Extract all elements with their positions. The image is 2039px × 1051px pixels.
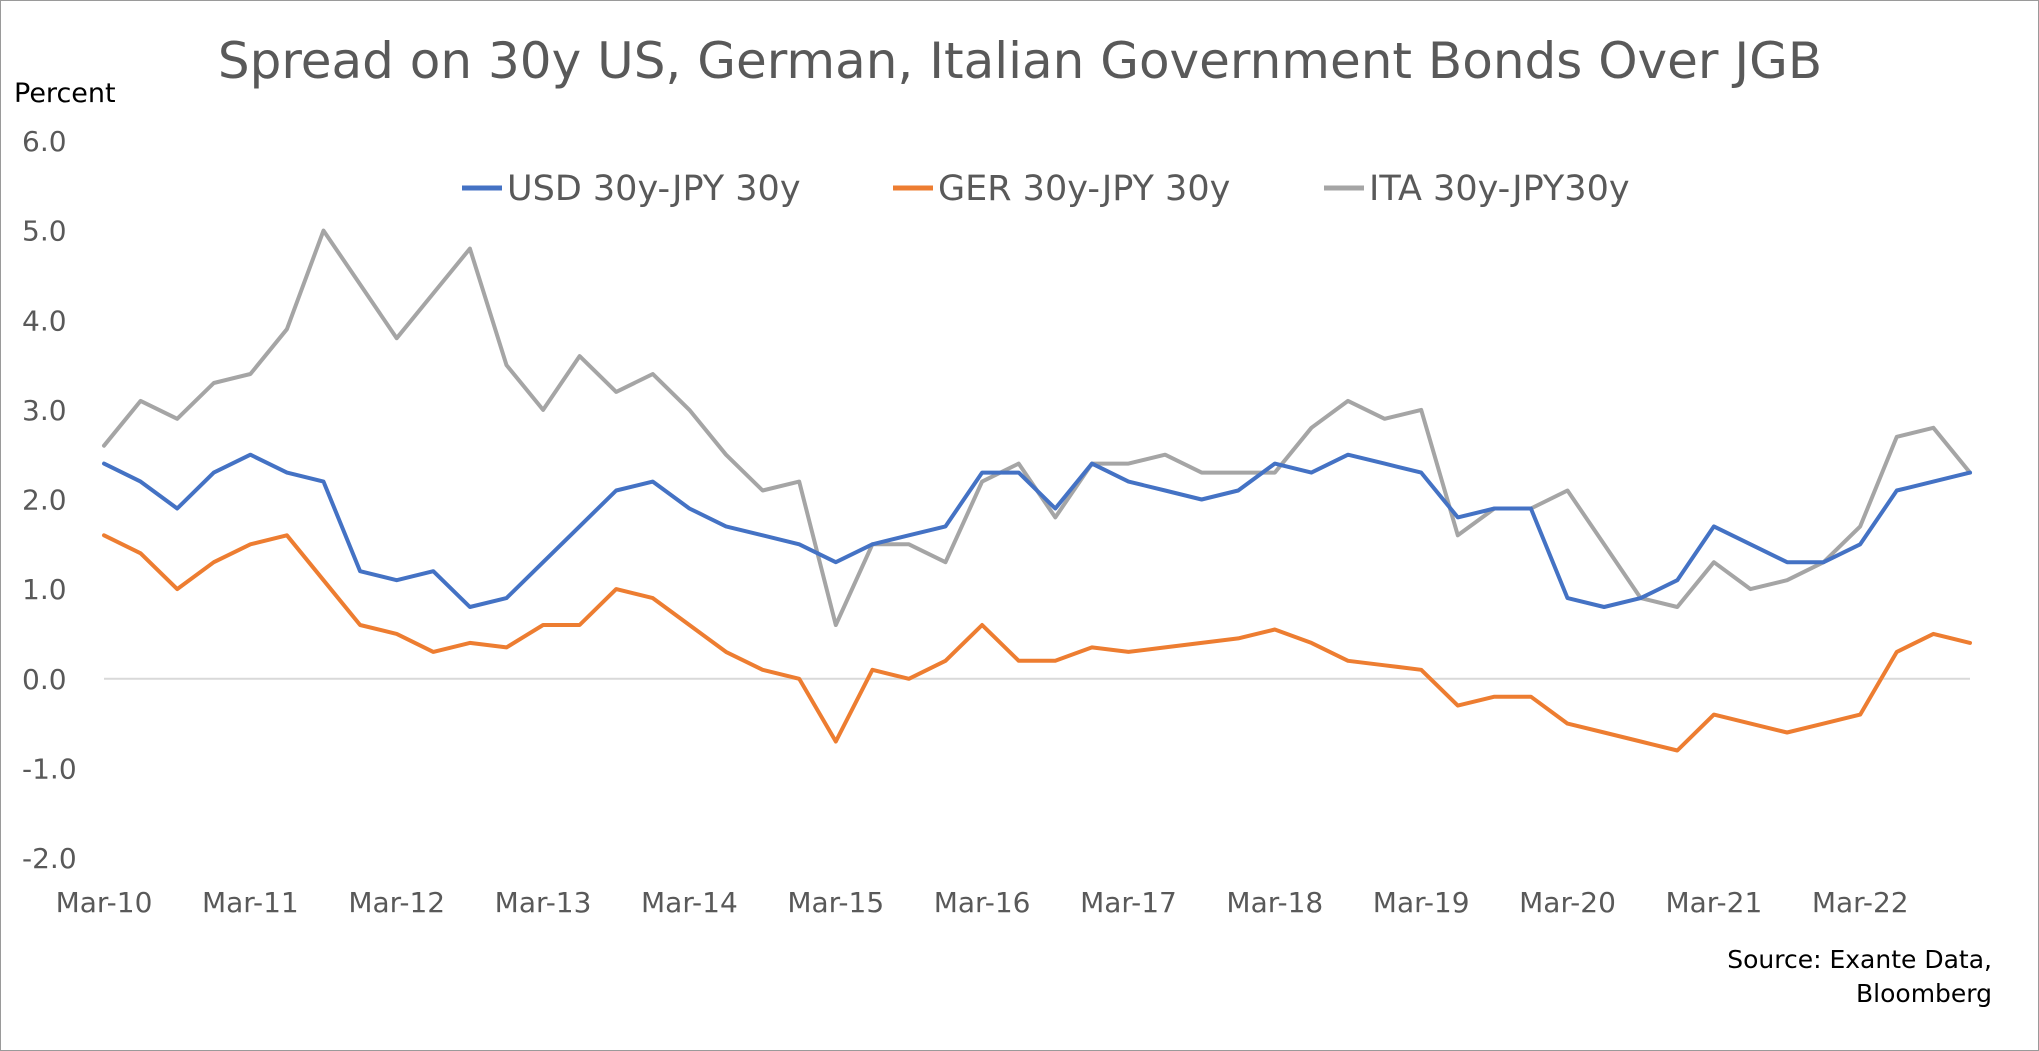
x-tick-label: Mar-19 [1373, 886, 1470, 919]
y-tick-label: 3.0 [22, 394, 67, 427]
x-tick-labels: Mar-10 Mar-11 Mar-12 Mar-13 Mar-14 Mar-15 Mar-… [56, 886, 1909, 919]
y-tick-labels: 6.0 5.0 4.0 3.0 2.0 1.0 0.0 -1.0 -2.0 [22, 125, 77, 875]
series-line-3 [102, 228, 1972, 627]
series-line-1 [102, 452, 1972, 609]
x-tick-label: Mar-14 [641, 886, 738, 919]
x-tick-label: Mar-21 [1665, 886, 1762, 919]
source-line-2: Bloomberg [1856, 979, 1992, 1008]
legend: USD 30y-JPY 30y GER 30y-JPY 30y ITA 30y-JP… [462, 169, 1630, 209]
series-lines [102, 228, 1972, 753]
legend-label: GER 30y-JPY 30y [938, 169, 1230, 209]
x-tick-label: Mar-10 [56, 886, 153, 919]
x-tick-label: Mar-11 [202, 886, 299, 919]
x-tick-label: Mar-17 [1080, 886, 1177, 919]
legend-label: USD 30y-JPY 30y [507, 169, 801, 209]
y-tick-label: 0.0 [22, 663, 67, 696]
chart-title: Spread on 30y US, German, Italian Govern… [218, 32, 1822, 90]
x-tick-label: Mar-20 [1519, 886, 1616, 919]
y-tick-label: 5.0 [22, 215, 67, 248]
y-tick-label: -1.0 [22, 752, 77, 785]
y-tick-label: 2.0 [22, 484, 67, 517]
legend-label: ITA 30y-JPY30y [1369, 169, 1630, 209]
x-tick-label: Mar-16 [934, 886, 1031, 919]
y-tick-label: -2.0 [22, 842, 77, 875]
y-tick-label: 1.0 [22, 573, 67, 606]
x-tick-label: Mar-18 [1226, 886, 1323, 919]
x-tick-label: Mar-15 [787, 886, 884, 919]
x-tick-label: Mar-13 [495, 886, 592, 919]
source-line-1: Source: Exante Data, [1727, 945, 1992, 974]
x-tick-label: Mar-22 [1812, 886, 1909, 919]
y-tick-label: 4.0 [22, 304, 67, 337]
series-line-2 [102, 533, 1972, 753]
y-tick-label: 6.0 [22, 125, 67, 158]
y-axis-unit: Percent [14, 78, 116, 109]
x-tick-label: Mar-12 [348, 886, 445, 919]
